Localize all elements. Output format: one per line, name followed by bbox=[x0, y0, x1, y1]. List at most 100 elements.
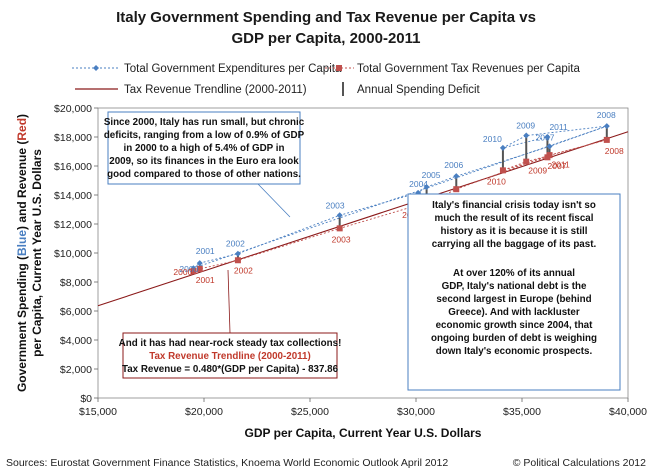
annotation-box-trendline-line-2: Tax Revenue Trendline (2000-2011) bbox=[149, 351, 311, 362]
expenditure-point bbox=[453, 173, 460, 180]
expenditure-point bbox=[234, 250, 241, 257]
expenditure-year-label: 2005 bbox=[422, 170, 441, 180]
annotation-box-deficits-line-4: 2009, so its finances in the Euro era lo… bbox=[109, 156, 299, 167]
footer-copyright: © Political Calculations 2012 bbox=[513, 457, 646, 469]
axes: $0 $2,000 $4,000 $6,000 $8,000 $10,000 $12,000… bbox=[54, 103, 647, 418]
annotation-box-debt-line-11: down Italy's economic prospects. bbox=[436, 346, 593, 357]
expenditure-point bbox=[423, 184, 430, 191]
annotation-box-deficits-line-1: Since 2000, Italy has run small, but chr… bbox=[104, 117, 305, 128]
annotation-box-debt-line-7: second largest in Europe (behind bbox=[436, 294, 591, 305]
y-tick-label: $14,000 bbox=[54, 190, 92, 202]
expenditure-year-label: 2001 bbox=[196, 246, 215, 256]
x-tick-label: $35,000 bbox=[503, 406, 541, 418]
expenditure-year-label: 2011 bbox=[549, 122, 568, 132]
legend-trendline-label: Tax Revenue Trendline (2000-2011) bbox=[124, 84, 307, 96]
footer-sources: Sources: Eurostat Government Finance Sta… bbox=[6, 457, 448, 469]
revenue-year-label: 2009 bbox=[528, 166, 547, 176]
legend-expenditures-marker bbox=[93, 65, 99, 71]
y-tick-label: $16,000 bbox=[54, 161, 92, 173]
legend-revenues-label: Total Government Tax Revenues per Capita bbox=[357, 63, 580, 75]
y-tick-label: $4,000 bbox=[60, 335, 92, 347]
x-tick-label: $40,000 bbox=[609, 406, 647, 418]
expenditure-point bbox=[603, 123, 610, 130]
x-tick-label: $30,000 bbox=[397, 406, 435, 418]
annotation-box-debt-line-1: Italy's financial crisis today isn't so bbox=[432, 200, 596, 211]
trendline bbox=[97, 131, 629, 307]
annotation-box-deficits-line-5: good compared to those of other nations. bbox=[107, 169, 301, 180]
expenditure-year-label: 2009 bbox=[516, 121, 535, 131]
annotation-box-deficits-line-3: in 2000 to a high of 5.4% of GDP in bbox=[124, 143, 285, 154]
y-tick-label: $10,000 bbox=[54, 248, 92, 260]
y-tick-label: $12,000 bbox=[54, 219, 92, 231]
y-tick-label: $6,000 bbox=[60, 306, 92, 318]
annotation-box-trendline-pointer bbox=[227, 269, 231, 334]
annotation-box-debt-frame bbox=[407, 193, 621, 391]
revenue-year-label: 2000 bbox=[173, 267, 192, 277]
annotation-box-deficits-pointer bbox=[257, 183, 291, 218]
marks: 2000200120022003200420052006200720082009… bbox=[97, 110, 629, 307]
revenue-year-label: 2011 bbox=[551, 159, 570, 169]
expenditure-year-label: 2010 bbox=[483, 134, 502, 144]
x-axis-title: GDP per Capita, Current Year U.S. Dollar… bbox=[245, 426, 482, 440]
x-tick-label: $25,000 bbox=[291, 406, 329, 418]
y-axis-title-group: Government Spending (Blue) and Revenue (… bbox=[15, 114, 44, 392]
y-tick-label: $18,000 bbox=[54, 132, 92, 144]
expenditure-point bbox=[546, 143, 553, 150]
annotation-box-debt-line-10: ongoing burden of debt is weighing bbox=[431, 333, 597, 344]
revenue-year-label: 2003 bbox=[332, 234, 351, 244]
annotation-box-debt-line-8: Greece). And with lackluster bbox=[448, 307, 580, 318]
annotation-box-debt-line-5: At over 120% of its annual bbox=[453, 268, 575, 279]
expenditure-year-label: 2007 bbox=[536, 132, 555, 142]
y-axis-title-line-1: Government Spending (Blue) and Revenue (… bbox=[15, 114, 29, 392]
expenditure-point bbox=[523, 132, 530, 139]
revenue-point bbox=[196, 265, 203, 272]
revenue-point bbox=[190, 268, 197, 275]
revenue-point bbox=[453, 186, 460, 193]
annotation-box-trendline-line-1: And it has had near-rock steady tax coll… bbox=[119, 338, 342, 349]
revenue-point bbox=[523, 158, 530, 165]
annotation-box-deficits-line-2: deficits, ranging from a low of 0.9% of … bbox=[104, 130, 305, 141]
legend-revenues-marker bbox=[336, 65, 342, 71]
chart-title-line-1: Italy Government Spending and Tax Revenu… bbox=[116, 9, 536, 26]
y-tick-label: $2,000 bbox=[60, 364, 92, 376]
revenue-point bbox=[336, 225, 343, 232]
expenditure-year-label: 2008 bbox=[597, 110, 616, 120]
annotation-box-trendline-frame bbox=[122, 332, 338, 379]
expenditure-point bbox=[499, 144, 506, 151]
chart-title-line-2: GDP per Capita, 2000-2011 bbox=[232, 30, 421, 47]
expenditure-year-label: 2003 bbox=[326, 200, 345, 210]
revenue-year-label: 2002 bbox=[234, 265, 253, 275]
y-axis-title-part-2: Blue bbox=[15, 230, 29, 256]
y-tick-label: $8,000 bbox=[60, 277, 92, 289]
annotation-box-debt-line-4: carrying all the baggage of its past. bbox=[432, 239, 597, 250]
y-axis-title-line-2: per Capita, Current Year U.S. Dollars bbox=[30, 149, 44, 357]
annotation-box-debt-line-3: history as it is because it is still bbox=[440, 226, 587, 237]
revenue-point bbox=[234, 257, 241, 264]
expenditure-series-line bbox=[193, 125, 607, 269]
annotation-box-debt-line-9: economic growth since 2004, that bbox=[436, 320, 594, 331]
annotation-box-debt: Italy's financial crisis today isn't so … bbox=[407, 193, 621, 391]
expenditure-point bbox=[336, 212, 343, 219]
revenue-year-label: 2007 bbox=[548, 161, 567, 171]
y-axis-title-part-3: ) and Revenue ( bbox=[15, 141, 29, 230]
x-tick-label: $20,000 bbox=[185, 406, 223, 418]
y-tick-label: $20,000 bbox=[54, 103, 92, 115]
annotation-box-trendline: And it has had near-rock steady tax coll… bbox=[119, 269, 342, 379]
revenue-year-label: 2001 bbox=[196, 275, 215, 285]
expenditure-year-label: 2004 bbox=[409, 179, 428, 189]
legend: Total Government Expenditures per Capita… bbox=[72, 63, 580, 96]
y-axis-title-part-1: Government Spending ( bbox=[15, 256, 29, 392]
expenditure-year-label: 2006 bbox=[444, 160, 463, 170]
expenditure-point bbox=[196, 260, 203, 267]
y-axis-title-part-5: ) bbox=[15, 114, 29, 118]
revenue-year-label: 2010 bbox=[487, 176, 506, 186]
expenditure-year-label: 2000 bbox=[179, 264, 198, 274]
expenditure-year-label: 2002 bbox=[226, 239, 245, 249]
annotation-box-debt-line-2: much the result of its recent fiscal bbox=[435, 213, 594, 224]
revenue-point bbox=[544, 154, 551, 161]
y-tick-label: $0 bbox=[80, 393, 92, 405]
annotation-box-trendline-line-3: Tax Revenue = 0.480*(GDP per Capita) - 8… bbox=[122, 364, 339, 375]
revenue-year-label: 2008 bbox=[605, 146, 624, 156]
revenue-point bbox=[499, 167, 506, 174]
